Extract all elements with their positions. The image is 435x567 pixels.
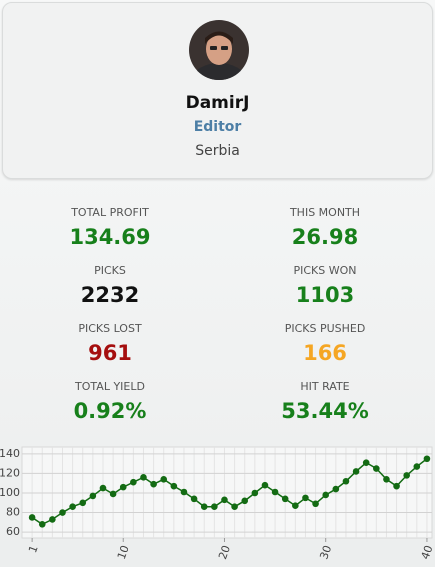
stat-value: 53.44% — [281, 399, 369, 423]
point — [373, 465, 380, 472]
point — [393, 482, 400, 490]
stat-label: PICKS PUSHED — [284, 322, 366, 335]
stat-label: PICKS WON — [293, 264, 357, 277]
stat-value: 0.92% — [73, 399, 147, 423]
profile-card: DamirJ Editor Serbia — [2, 2, 433, 179]
point — [59, 509, 66, 516]
point — [89, 492, 97, 500]
x-tick-label: 20 — [216, 544, 233, 562]
point — [79, 499, 87, 507]
point — [413, 463, 421, 470]
y-tick-label: 140 — [0, 447, 20, 460]
stat-label: TOTAL PROFIT — [71, 206, 149, 219]
stat: TOTAL PROFIT 134.69 — [10, 206, 210, 249]
point — [241, 497, 249, 505]
y-tick-label: 60 — [6, 525, 20, 538]
point — [312, 500, 319, 508]
stat-value: 166 — [303, 341, 347, 365]
y-tick-label: 80 — [6, 506, 20, 519]
stat-value: 26.98 — [291, 225, 359, 249]
stat-label: HIT RATE — [300, 380, 350, 393]
stat-value: 961 — [88, 341, 132, 365]
point — [271, 488, 279, 496]
stat: PICKS WON 1103 — [225, 264, 425, 307]
x-tick-label: 40 — [419, 544, 435, 562]
stat: THIS MONTH 26.98 — [225, 206, 425, 249]
point — [200, 503, 208, 510]
point — [140, 474, 147, 481]
point — [231, 503, 238, 510]
point — [28, 514, 36, 521]
point — [170, 482, 178, 490]
x-tick-label: 1 — [26, 544, 41, 555]
stat: PICKS 2232 — [10, 264, 210, 307]
user-country: Serbia — [195, 143, 240, 159]
point — [119, 483, 127, 491]
stat: HIT RATE 53.44% — [225, 380, 425, 423]
stat-value: 1103 — [295, 283, 355, 307]
point — [332, 485, 340, 493]
point — [99, 484, 107, 492]
point — [322, 491, 330, 499]
y-tick-label: 100 — [0, 486, 20, 499]
point — [281, 495, 289, 503]
point — [38, 521, 46, 528]
stat-label: TOTAL YIELD — [75, 380, 145, 393]
x-tick-label: 10 — [115, 544, 132, 562]
point — [211, 503, 218, 510]
stat-value: 2232 — [80, 283, 140, 307]
point — [342, 477, 350, 485]
point — [190, 495, 198, 503]
x-tick-label: 30 — [317, 544, 334, 562]
point — [49, 516, 56, 523]
chart: 60 80 100 120 140 1 10 20 30 40 — [0, 446, 435, 562]
point — [302, 494, 309, 502]
line — [31, 458, 428, 526]
point — [160, 475, 168, 483]
point — [251, 489, 259, 497]
stat: PICKS LOST 961 — [10, 322, 210, 365]
stat: TOTAL YIELD 0.92% — [10, 380, 210, 423]
stat-value: 134.69 — [69, 225, 151, 249]
y-tick-label: 120 — [0, 466, 20, 479]
point — [221, 496, 228, 504]
stat-label: PICKS — [94, 264, 126, 277]
point — [292, 502, 299, 510]
point — [383, 475, 390, 483]
avatar — [189, 20, 249, 80]
user-name: DamirJ — [185, 93, 250, 113]
point — [180, 488, 188, 496]
point — [362, 459, 370, 466]
point — [130, 478, 137, 486]
point — [150, 480, 157, 488]
point — [261, 481, 269, 489]
stat-label: PICKS LOST — [78, 322, 142, 335]
user-role: Editor — [193, 119, 242, 135]
point — [69, 503, 76, 510]
stat: PICKS PUSHED 166 — [225, 322, 425, 365]
stat-label: THIS MONTH — [289, 206, 361, 219]
point — [109, 490, 117, 498]
point — [352, 468, 360, 475]
point — [423, 455, 431, 463]
point — [403, 472, 410, 479]
